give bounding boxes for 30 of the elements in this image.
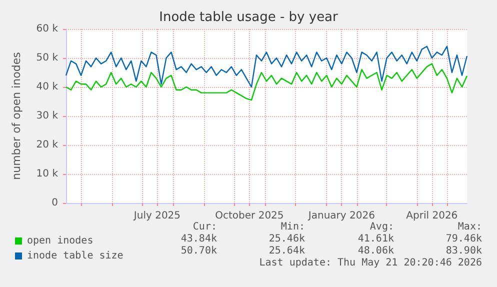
text: Avg: — [370, 222, 394, 232]
y-axis-title: number of open inodes — [10, 52, 23, 180]
y-tick-label: 60 k — [36, 24, 58, 34]
y-tick-label: 0 — [52, 198, 58, 208]
legend-label: open inodes — [27, 236, 94, 246]
x-tick-label: July 2025 — [132, 210, 181, 222]
y-tick-label: 30 k — [36, 110, 58, 122]
text: 50.70k — [180, 246, 217, 256]
text: 79.46k — [446, 234, 482, 244]
text: 25.64k — [268, 246, 305, 256]
y-tick-label: 40 k — [36, 82, 58, 92]
x-tick-label: January 2026 — [307, 210, 375, 222]
x-tick-label: April 2026 — [406, 210, 458, 222]
text: 41.61k — [358, 234, 394, 244]
line-series — [65, 46, 468, 88]
y-tick-label: 20 k — [36, 140, 58, 150]
text: Max: — [458, 222, 482, 232]
chart-title: Inode table usage - by year — [159, 10, 339, 25]
line-series — [65, 63, 468, 101]
y-tick-label: 10 k — [36, 168, 58, 180]
legend-label: inode table size — [27, 250, 124, 262]
text: Last update: Thu May 21 20:20:46 2026 — [259, 258, 482, 268]
y-tick-label: 50 k — [36, 52, 58, 64]
text: 48.06k — [358, 246, 394, 256]
text: 25.46k — [268, 234, 305, 244]
text: Cur: — [192, 222, 217, 232]
text: 43.84k — [180, 234, 217, 244]
text: 83.90k — [446, 246, 482, 256]
x-tick-label: October 2025 — [215, 210, 284, 222]
text: Min: — [280, 222, 305, 232]
